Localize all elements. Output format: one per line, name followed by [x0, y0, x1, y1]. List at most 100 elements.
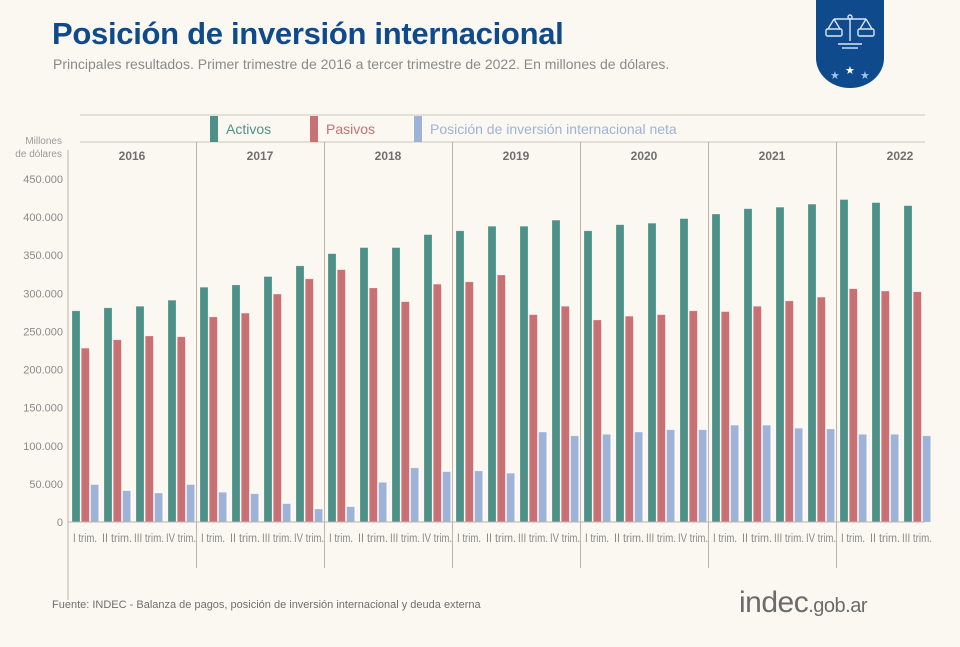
bar-posición	[858, 434, 867, 523]
bar-pasivos	[592, 319, 602, 523]
bar-pasivos	[848, 288, 858, 523]
bar-activos	[135, 305, 145, 523]
quarter-label: I trim.	[201, 533, 225, 545]
bar-posición	[506, 472, 515, 523]
bar-posición	[218, 491, 227, 523]
bar-activos	[903, 205, 913, 523]
legend-item: Posición de inversión internacional neta	[414, 116, 677, 142]
bar-activos	[103, 307, 113, 523]
quarter-label: IV trim.	[294, 533, 324, 545]
bar-pasivos	[624, 315, 634, 523]
quarter-label: II trim.	[102, 533, 132, 545]
y-tick-label: 250.000	[23, 326, 63, 338]
quarter-label: II trim.	[742, 533, 772, 545]
bar-activos	[359, 247, 369, 523]
y-tick-label: 0	[57, 517, 63, 529]
bar-pasivos	[304, 278, 314, 523]
bar-activos	[391, 247, 401, 523]
bar-activos	[775, 206, 785, 523]
bar-posición	[122, 490, 131, 523]
quarter-label: III trim.	[774, 533, 804, 545]
scale-balance-icon	[825, 14, 875, 49]
bar-pasivos	[816, 296, 826, 523]
quarter-label: I trim.	[841, 533, 865, 545]
bar-posición	[90, 484, 99, 523]
bar-pasivos	[336, 269, 346, 523]
legend-label: Activos	[226, 121, 272, 137]
legend-label: Pasivos	[326, 121, 376, 137]
bar-activos	[743, 208, 753, 523]
legend-label: Posición de inversión internacional neta	[430, 121, 677, 137]
y-tick-label: 350.000	[23, 250, 63, 262]
quarter-label: IV trim.	[806, 533, 836, 545]
bar-pasivos	[784, 300, 794, 523]
bar-posición	[794, 427, 803, 523]
y-tick-label: 150.000	[23, 403, 63, 415]
bar-pasivos	[145, 335, 154, 523]
legend-item: Activos	[210, 116, 271, 142]
year-label: 2016	[119, 149, 146, 163]
quarter-label: I trim.	[585, 533, 609, 545]
bar-pasivos	[209, 316, 218, 523]
bar-pasivos	[496, 274, 506, 523]
indec-badge: ★ ★ ★	[816, 0, 884, 88]
y-axis-title: Millones	[25, 136, 62, 147]
quarter-label: I trim.	[73, 533, 97, 545]
bar-pasivos	[400, 301, 410, 523]
bar-posición	[762, 424, 771, 523]
page-subtitle: Principales resultados. Primer trimestre…	[53, 56, 670, 72]
year-label: 2019	[503, 149, 530, 163]
bar-posición	[378, 482, 387, 523]
bar-activos	[647, 222, 657, 523]
bar-activos	[839, 199, 849, 523]
bar-activos	[263, 276, 273, 523]
bar-posición	[922, 435, 931, 523]
bar-posición	[602, 434, 611, 523]
bar-pasivos	[368, 287, 378, 523]
quarter-label: III trim.	[518, 533, 548, 545]
logo-suffix: .gob.ar	[808, 595, 867, 617]
bar-activos	[615, 224, 625, 523]
bar-posición	[250, 493, 259, 523]
quarter-label: IV trim.	[166, 533, 196, 545]
bar-activos	[423, 234, 433, 523]
svg-text:★: ★	[860, 69, 870, 82]
bar-pasivos	[656, 314, 666, 523]
bar-pasivos	[113, 339, 122, 523]
year-label: 2022	[887, 149, 914, 163]
bar-activos	[71, 310, 81, 523]
quarter-label: II trim.	[486, 533, 516, 545]
bar-pasivos	[720, 311, 730, 523]
bar-posición	[698, 429, 707, 523]
chart: Millones de dólares 0 50.000 100.000 150.000…	[15, 114, 932, 600]
svg-text:★: ★	[845, 64, 855, 77]
bar-pasivos	[272, 293, 282, 523]
quarter-label: I trim.	[713, 533, 737, 545]
quarter-label: I trim.	[457, 533, 481, 545]
quarter-label: IV trim.	[678, 533, 708, 545]
bar-pasivos	[560, 305, 570, 523]
bar-posición	[186, 484, 195, 523]
bar-activos	[167, 299, 177, 523]
bar-pasivos	[688, 310, 698, 523]
quarter-label: IV trim.	[550, 533, 580, 545]
bar-pasivos	[528, 314, 538, 523]
stars-icon: ★ ★ ★	[830, 64, 870, 82]
quarter-label: II trim.	[614, 533, 644, 545]
bar-posición	[826, 428, 835, 523]
y-tick-label: 400.000	[23, 212, 63, 224]
quarter-label: III trim.	[134, 533, 164, 545]
quarter-label: III trim.	[390, 533, 420, 545]
bar-activos	[295, 265, 305, 523]
legend-item: Pasivos	[310, 116, 375, 142]
quarter-label: II trim.	[358, 533, 388, 545]
bar-activos	[327, 253, 337, 523]
bar-posición	[890, 434, 899, 523]
bar-activos	[199, 286, 209, 523]
quarter-label: III trim.	[262, 533, 292, 545]
legend-swatch	[210, 116, 218, 142]
source-note: Fuente: INDEC - Balanza de pagos, posici…	[52, 599, 481, 611]
bar-posición	[634, 431, 643, 523]
bar-activos	[455, 230, 465, 523]
bar-activos	[231, 284, 241, 523]
